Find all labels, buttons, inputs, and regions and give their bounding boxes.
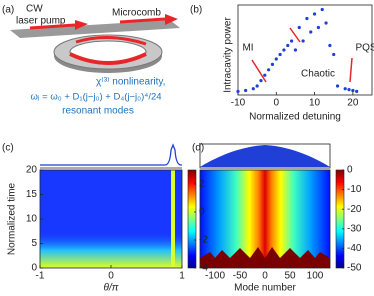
text: χ⁽³⁾ nonlinearity,	[96, 77, 165, 88]
x-axis-label: Mode number	[234, 283, 296, 294]
point	[332, 52, 336, 57]
equation: ωⱼ = ω₀ + D₁(j−j₀) + D₄(j−j₀)⁴/24	[30, 92, 161, 103]
point	[263, 73, 267, 77]
annotation: PQS	[355, 43, 374, 54]
axes	[237, 4, 373, 96]
point	[259, 79, 263, 83]
annotation-arrow	[251, 59, 267, 83]
x-axis-label: θ/π	[104, 283, 119, 294]
point	[343, 87, 347, 91]
heatmap-texture	[40, 232, 182, 268]
panel-label: (a)	[2, 5, 14, 16]
arrow	[75, 35, 147, 46]
diagram: (a) CW laser pump Microcomb χ⁽³⁾ nonline…	[2, 4, 180, 117]
point	[290, 39, 294, 43]
point	[351, 88, 355, 93]
heatmap-texture	[200, 247, 330, 268]
annotation: Chaotic	[301, 69, 335, 80]
point	[324, 21, 328, 25]
tick-label: 20	[26, 165, 38, 176]
point	[286, 43, 290, 48]
pump-label: CW	[26, 4, 43, 15]
x-tick-label: 0	[108, 271, 114, 282]
colorbar-label: -20	[347, 204, 362, 215]
point	[355, 89, 359, 93]
point	[236, 89, 240, 93]
point	[282, 48, 286, 52]
colorbar-label: 2	[199, 179, 205, 190]
colorbar-label: 0	[199, 207, 205, 218]
annotation: MI	[242, 43, 253, 54]
panel-label: (c)	[2, 143, 14, 154]
point	[309, 30, 313, 34]
text: resonant modes	[62, 106, 134, 117]
tick-label: 10	[26, 214, 38, 225]
point	[270, 62, 275, 66]
annotation-arrow	[349, 57, 353, 83]
point	[347, 88, 351, 92]
x-tick-label: 0	[274, 98, 280, 109]
panel-label: (b)	[190, 5, 202, 16]
panel-label: (d)	[192, 143, 204, 154]
colorbar-label: -10	[347, 184, 362, 195]
point	[328, 43, 332, 48]
arrow	[119, 17, 166, 24]
colorbar	[187, 169, 197, 269]
point	[255, 84, 259, 88]
arrow	[165, 14, 178, 25]
x-tick-label: 0	[262, 271, 268, 282]
point	[278, 52, 282, 57]
x-tick-label: -10	[231, 98, 246, 109]
point	[316, 25, 320, 30]
colorbar-label: -2	[199, 235, 208, 246]
arrow	[29, 23, 76, 30]
x-tick-label: -1	[36, 271, 45, 282]
x-tick-label: 1	[179, 271, 185, 282]
point	[312, 12, 317, 16]
x-axis-label: Normalized detuning	[249, 112, 341, 123]
colorbar-label: -50	[347, 263, 362, 274]
colorbar-label: 0	[347, 165, 353, 176]
point	[267, 68, 271, 72]
colorbar-label: -40	[347, 243, 362, 254]
y-axis-label: Normalized time	[7, 182, 18, 255]
x-tick-label: 50	[284, 271, 296, 282]
waveguide	[10, 20, 180, 38]
profile	[40, 143, 182, 166]
x-tick-label: 20	[347, 98, 359, 109]
point	[320, 7, 324, 12]
annotation-arrow	[289, 27, 301, 43]
output-label: Microcomb	[112, 8, 161, 19]
point	[305, 16, 309, 21]
point	[297, 25, 301, 30]
point	[335, 84, 340, 88]
soliton-trace	[171, 170, 175, 268]
spectrum-frame	[199, 143, 331, 169]
arrow	[69, 52, 147, 65]
point	[293, 48, 298, 52]
point	[251, 87, 255, 91]
y-axis-label: Intracavity power	[223, 17, 234, 93]
x-tick-label: 100	[307, 271, 324, 282]
colorbar-label: -30	[347, 223, 362, 234]
tick-label: 5	[31, 238, 37, 249]
colorbar	[335, 169, 345, 269]
tick-label: 0	[31, 263, 37, 274]
tick-label: 15	[26, 189, 38, 200]
x-tick-label: -50	[233, 271, 248, 282]
spectrum	[200, 145, 330, 167]
pump-label: laser pump	[16, 16, 66, 27]
point	[274, 57, 278, 61]
point	[301, 39, 305, 43]
x-tick-label: -100	[205, 271, 225, 282]
arrow	[75, 20, 88, 30]
point	[244, 88, 248, 93]
x-tick-label: 10	[309, 98, 321, 109]
